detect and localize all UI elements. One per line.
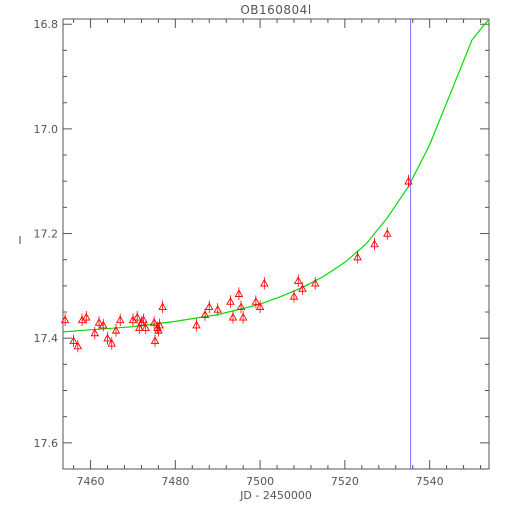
triangle-marker <box>226 297 235 305</box>
data-point <box>234 287 244 300</box>
data-point <box>383 227 392 240</box>
data-point <box>226 295 235 308</box>
triangle-marker <box>73 341 83 350</box>
triangle-marker <box>94 318 104 326</box>
triangle-marker <box>383 229 392 237</box>
x-tick-label: 7460 <box>77 475 105 488</box>
data-point <box>255 300 265 314</box>
triangle-marker <box>128 315 138 324</box>
triangle-marker <box>192 320 201 329</box>
y-axis-label: I <box>18 234 21 247</box>
data-point <box>69 334 78 348</box>
data-point <box>150 334 160 348</box>
data-point <box>293 274 303 287</box>
triangle-marker <box>310 278 320 287</box>
data-point <box>204 300 214 314</box>
y-tick-label: 17.0 <box>34 123 59 136</box>
triangle-marker <box>200 310 210 318</box>
data-point <box>200 308 210 321</box>
data-point <box>149 316 159 329</box>
triangle-marker <box>289 291 299 300</box>
data-point <box>228 310 238 324</box>
data-point <box>73 339 83 353</box>
data-point <box>139 313 148 327</box>
data-point <box>289 290 299 303</box>
x-axis-label: JD - 2450000 <box>239 489 312 502</box>
x-tick-label: 7500 <box>246 475 274 488</box>
plot-area: 7460 7480 7500 7520 7540 16.8 17.0 17.2 17.4 17.6 <box>34 18 490 488</box>
data-point <box>236 300 246 314</box>
triangle-marker <box>260 278 269 287</box>
data-point <box>90 326 100 340</box>
data-point <box>107 337 117 350</box>
data-point <box>103 331 112 345</box>
triangle-marker <box>99 320 108 329</box>
triangle-marker <box>155 320 164 329</box>
triangle-marker <box>149 318 159 326</box>
y-tick-label: 17.4 <box>34 332 59 345</box>
data-point <box>77 313 87 327</box>
data-point <box>353 250 362 264</box>
data-point <box>111 324 121 337</box>
triangle-marker <box>228 312 238 321</box>
y-tick-label: 17.6 <box>34 437 59 450</box>
triangle-marker <box>234 289 244 297</box>
triangle-marker <box>139 315 148 324</box>
triangle-marker <box>238 312 248 321</box>
data-point <box>298 282 307 295</box>
x-tick-label: 7540 <box>416 475 444 488</box>
data-point <box>132 310 142 324</box>
triangle-marker <box>90 328 100 337</box>
y-tick-label: 17.2 <box>34 228 59 241</box>
triangle-marker <box>69 336 78 345</box>
data-point <box>115 313 125 327</box>
data-point <box>154 324 163 337</box>
data-point <box>60 313 70 327</box>
data-point <box>128 313 138 327</box>
triangle-marker <box>141 323 150 331</box>
triangle-marker <box>293 276 303 284</box>
data-point <box>404 174 413 188</box>
triangle-marker <box>251 297 261 305</box>
triangle-marker <box>77 315 87 324</box>
triangle-marker <box>60 315 70 324</box>
triangle-marker <box>132 312 142 321</box>
triangle-marker <box>158 302 167 311</box>
data-point <box>82 310 91 324</box>
data-point <box>99 318 108 332</box>
model-curve <box>62 18 490 333</box>
data-point <box>213 303 222 316</box>
triangle-marker <box>255 302 265 311</box>
data-point <box>158 300 167 314</box>
data-point <box>310 276 320 290</box>
triangle-marker <box>111 325 121 334</box>
triangle-marker <box>107 338 117 347</box>
y-tick-label: 16.8 <box>34 18 59 31</box>
data-point <box>251 295 261 308</box>
triangle-marker <box>82 312 91 321</box>
triangle-marker <box>236 302 246 311</box>
data-point <box>155 318 164 332</box>
triangle-marker <box>370 239 379 248</box>
triangle-marker <box>150 336 160 345</box>
x-tick-label: 7480 <box>161 475 189 488</box>
chart-title: OB160804l <box>240 3 311 17</box>
x-tick-label: 7520 <box>331 475 359 488</box>
triangle-marker <box>298 284 307 292</box>
triangle-marker <box>213 304 222 313</box>
data-point <box>94 316 104 329</box>
triangle-marker <box>103 333 112 342</box>
triangle-marker <box>404 176 413 185</box>
data-point <box>260 276 269 290</box>
data-point <box>238 310 248 324</box>
triangle-marker <box>115 315 125 324</box>
triangle-marker <box>154 325 163 334</box>
data-point <box>370 237 379 251</box>
triangle-marker <box>353 252 362 261</box>
data-point <box>192 318 201 332</box>
data-point <box>141 321 150 334</box>
triangle-marker <box>204 302 214 311</box>
plot-frame <box>62 18 490 470</box>
